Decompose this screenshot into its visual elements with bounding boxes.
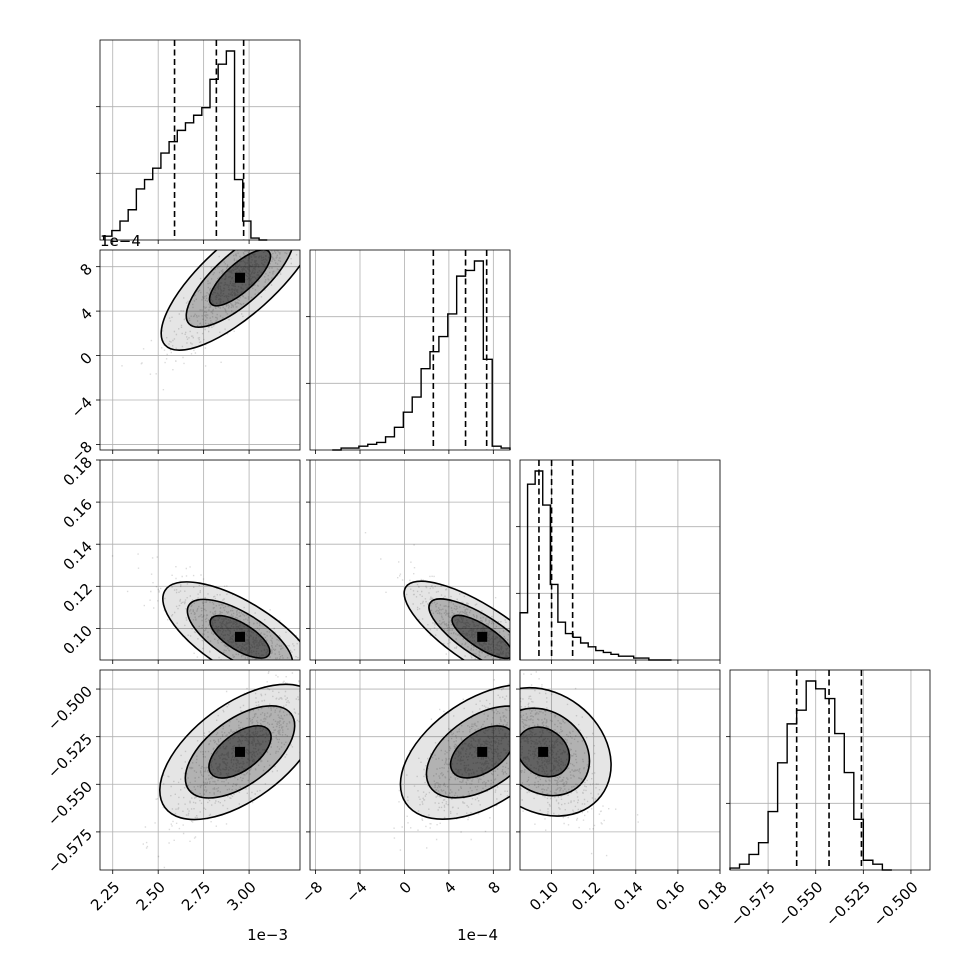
scatter-panel-inner — [100, 460, 300, 660]
y-tick-label-1-4: 8 — [77, 260, 96, 279]
x-tick-label-2-3: 0.16 — [652, 878, 688, 914]
hist-panel-frame — [99, 39, 301, 241]
scatter-panel-3-0 — [99, 669, 301, 871]
x-tick-label-3-1: −0.550 — [774, 878, 826, 930]
x-offset-label-0: 1e−3 — [247, 926, 288, 944]
density-peak — [235, 631, 245, 642]
scatter-panel-frame — [309, 669, 511, 871]
hist-panel-0 — [96, 39, 301, 241]
hist-panel-3 — [726, 669, 931, 871]
scatter-panel-frame — [99, 459, 301, 661]
y-tick-label-1-3: 4 — [77, 304, 96, 323]
scatter-panel-1-0 — [99, 249, 301, 451]
contour-outer — [520, 686, 612, 817]
x-tick-label-2-2: 0.14 — [610, 878, 646, 914]
x-tick-label-1-4: 8 — [485, 878, 504, 897]
scatter-panel-3-1 — [309, 669, 511, 871]
x-tick-label-3-0: −0.575 — [727, 878, 779, 930]
hist-panel-2 — [516, 459, 721, 661]
contour-outer — [403, 580, 510, 660]
x-tick-label-2-1: 0.12 — [568, 878, 604, 914]
density-peak — [235, 272, 245, 283]
hist-panel-1 — [306, 249, 511, 451]
y-tick-label-2-0: 0.10 — [60, 622, 96, 658]
contour-middle — [425, 705, 510, 799]
y-tick-label-3-3: −0.500 — [44, 682, 96, 734]
x-tick-label-1-2: 0 — [396, 878, 415, 897]
x-offset-label-1: 1e−4 — [457, 926, 498, 944]
y-tick-label-1-2: 0 — [77, 349, 96, 368]
scatter-panel-2-0 — [99, 459, 301, 661]
y-tick-label-2-2: 0.14 — [60, 537, 96, 573]
histogram-step-line — [519, 470, 672, 661]
contour-outer — [162, 581, 300, 660]
contour-outer — [160, 250, 300, 352]
scatter-panel-frame — [519, 669, 721, 871]
contour-outer — [399, 683, 510, 820]
contour-inner — [208, 250, 272, 307]
scatter-panel-inner — [310, 670, 510, 870]
histogram-step-line — [332, 260, 511, 451]
scatter-panel-frame — [309, 459, 511, 661]
x-tick-label-3-3: −0.500 — [870, 878, 922, 930]
x-tick-label-0-3: 3.00 — [223, 878, 259, 914]
histogram-step-line — [102, 50, 268, 241]
y-offset-label-1: 1e−4 — [100, 232, 141, 250]
x-tick-label-0-2: 2.75 — [178, 878, 214, 914]
density-peak — [477, 631, 488, 642]
x-tick-label-1-1: −4 — [342, 878, 370, 906]
contour-inner — [451, 614, 510, 660]
scatter-panel-inner — [100, 670, 300, 870]
y-tick-label-3-2: −0.525 — [44, 730, 96, 782]
x-tick-label-0-1: 2.50 — [133, 878, 169, 914]
contour-inner — [209, 614, 271, 659]
density-peak — [477, 746, 488, 757]
scatter-panel-2-1 — [309, 459, 511, 661]
contour-inner — [520, 726, 571, 778]
x-tick-label-0-0: 2.25 — [87, 878, 123, 914]
density-peak — [235, 746, 245, 757]
hist-panel-frame — [519, 459, 721, 661]
y-tick-label-2-1: 0.12 — [60, 580, 96, 616]
histogram-step-line — [729, 680, 892, 871]
density-peak — [538, 746, 549, 757]
scatter-panel-frame — [99, 669, 301, 871]
scatter-points — [142, 671, 300, 869]
y-tick-label-1-1: −4 — [68, 393, 96, 421]
y-tick-label-3-1: −0.550 — [44, 778, 96, 830]
y-tick-label-2-3: 0.16 — [60, 495, 96, 531]
scatter-panel-inner — [100, 250, 300, 450]
contour-middle — [186, 598, 294, 660]
contour-middle — [428, 598, 510, 660]
scatter-panel-frame — [99, 249, 301, 451]
hist-panel-frame — [729, 669, 931, 871]
contour-inner — [208, 724, 272, 779]
x-tick-label-2-4: 0.18 — [694, 878, 730, 914]
contour-middle — [185, 250, 295, 328]
x-tick-label-1-0: −8 — [298, 878, 326, 906]
contour-middle — [184, 705, 296, 799]
scatter-panel-3-2 — [519, 669, 721, 871]
contour-inner — [449, 725, 510, 779]
x-tick-label-1-3: 4 — [440, 878, 459, 897]
y-tick-label-2-4: 0.18 — [60, 453, 96, 489]
scatter-points — [364, 532, 510, 660]
contour-outer — [158, 683, 300, 821]
hist-panel-frame — [309, 249, 511, 451]
x-tick-label-3-2: −0.525 — [822, 878, 874, 930]
scatter-panel-inner — [310, 460, 510, 660]
y-tick-label-3-0: −0.575 — [44, 825, 96, 877]
contour-middle — [520, 707, 591, 797]
x-tick-label-2-0: 0.10 — [526, 878, 562, 914]
